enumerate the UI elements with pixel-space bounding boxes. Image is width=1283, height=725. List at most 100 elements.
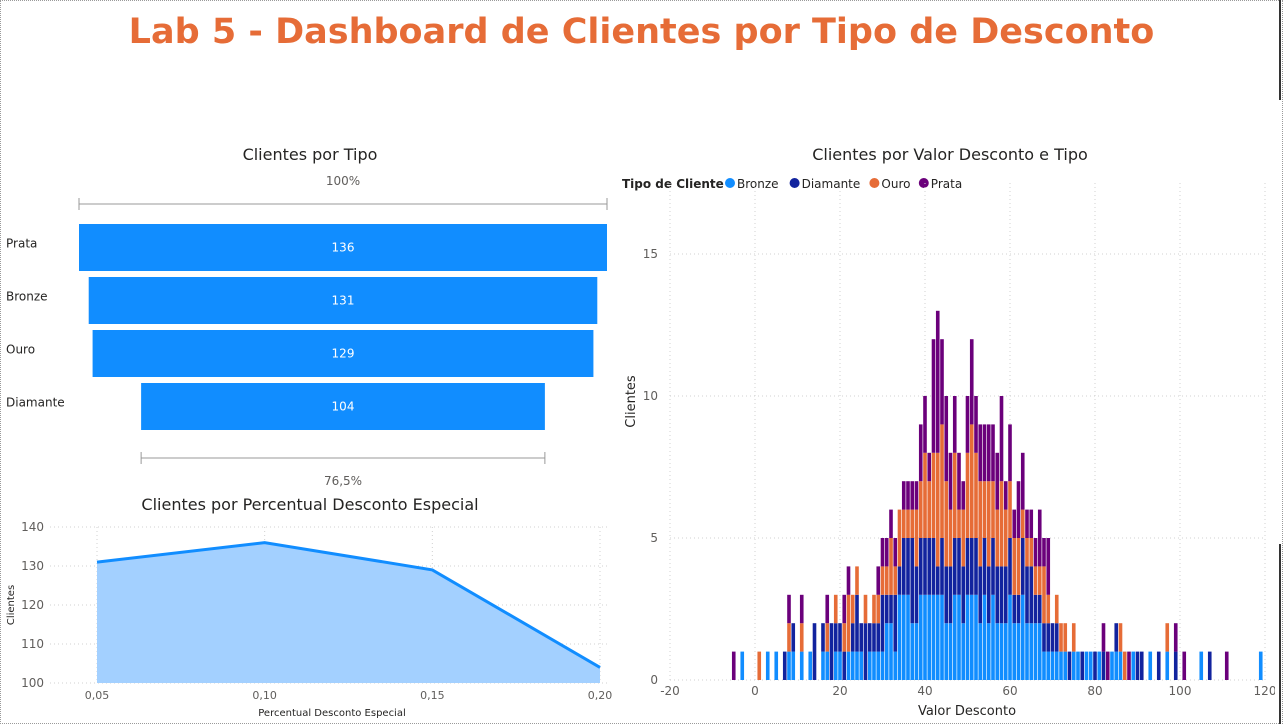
stack-bar-ouro — [1071, 623, 1076, 652]
stack-bar-ouro — [952, 452, 957, 538]
stack-bar-ouro — [846, 594, 851, 652]
stack-bar-ouro — [1122, 651, 1127, 680]
stack-x-tick-label: 60 — [1002, 684, 1017, 698]
stack-y-axis-title: Clientes — [624, 375, 639, 428]
stack-bar-diamante — [995, 566, 1000, 624]
stack-bar-diamante — [1173, 651, 1178, 680]
stack-bar-bronze — [1063, 651, 1068, 680]
stack-bar-ouro — [757, 651, 762, 680]
stack-bar-prata — [931, 339, 936, 453]
stack-bar-prata — [893, 538, 898, 567]
stack-bar-diamante — [918, 538, 923, 595]
stack-bar-prata — [978, 424, 983, 482]
area-x-tick-label: 0,15 — [420, 689, 445, 702]
stack-bar-bronze — [974, 594, 978, 680]
stack-bar-diamante — [923, 538, 927, 595]
stack-bar-bronze — [952, 594, 957, 680]
stack-bar-diamante — [1139, 651, 1144, 680]
stack-bar-diamante — [1042, 623, 1046, 652]
stack-bar-ouro — [1033, 566, 1038, 595]
stack-bar-prata — [1033, 538, 1038, 567]
stack-bar-diamante — [969, 538, 974, 595]
stack-bar-bronze — [940, 594, 944, 680]
stack-bar-diamante — [952, 538, 957, 595]
stack-bar-bronze — [821, 651, 825, 680]
stack-bar-diamante — [821, 623, 825, 652]
stack-bar-diamante — [982, 538, 987, 595]
stack-bar-bronze — [910, 623, 915, 680]
area-x-axis-title: Percentual Desconto Especial — [258, 708, 406, 719]
area-fill — [97, 542, 600, 683]
stack-bar-prata — [918, 424, 923, 482]
stack-bar-prata — [842, 594, 847, 624]
stack-bar-ouro — [978, 481, 983, 567]
area-chart[interactable]: 100 110 120 130 140 0,05 0,10 0,15 0,20 Percentua… — [0, 520, 620, 720]
stack-bar-bronze — [1084, 651, 1089, 680]
stack-bar-bronze — [935, 594, 940, 680]
legend-label-prata: Prata — [931, 177, 962, 191]
stack-bar-bronze — [982, 594, 987, 680]
stack-bar-ouro — [969, 424, 974, 538]
stack-bar-bronze — [969, 594, 974, 680]
stack-bar-diamante — [1016, 594, 1021, 624]
stack-bar-bronze — [918, 594, 923, 680]
funnel-bar-value-label: 104 — [332, 400, 355, 414]
stack-bar-prata — [910, 481, 915, 510]
stack-bar-bronze — [1003, 623, 1008, 680]
stack-bar-diamante — [833, 623, 838, 652]
legend-label-bronze: Bronze — [737, 177, 779, 191]
funnel-top-percent-label: 100% — [326, 174, 360, 188]
stack-bar-bronze — [923, 594, 927, 680]
legend-label-diamante: Diamante — [802, 177, 861, 191]
stack-bar-bronze — [961, 623, 966, 680]
stack-bar-diamante — [1025, 566, 1029, 624]
stack-bar-bronze — [978, 623, 983, 680]
stack-bar-diamante — [1037, 594, 1042, 624]
funnel-bottom-percent-label: 76,5% — [324, 474, 362, 488]
stack-x-tick-label: -20 — [660, 684, 680, 698]
stack-bar-prata — [1012, 509, 1017, 538]
stack-x-tick-label: 80 — [1087, 684, 1102, 698]
stack-bar-diamante — [931, 538, 936, 595]
stack-bar-bronze — [855, 651, 859, 680]
stack-bar-prata — [965, 396, 970, 453]
stack-bar-prata — [1127, 651, 1131, 680]
stack-bar-bronze — [880, 651, 885, 680]
stack-bar-bronze — [787, 651, 791, 680]
stack-bar-ouro — [1020, 509, 1025, 538]
stack-bar-diamante — [863, 623, 868, 680]
stack-bar-bronze — [740, 651, 745, 680]
stack-bar-bronze — [1016, 623, 1021, 680]
stack-bar-diamante — [910, 538, 915, 624]
stack-bar-diamante — [1156, 651, 1161, 680]
stack-bar-bronze — [1059, 651, 1063, 680]
stack-bar-diamante — [1101, 651, 1106, 680]
stack-bar-ouro — [1054, 594, 1059, 624]
stack-bar-diamante — [1008, 538, 1012, 595]
stack-bar-diamante — [880, 594, 885, 652]
stack-bar-diamante — [829, 623, 834, 680]
stack-bar-prata — [787, 594, 791, 624]
stack-bar-prata — [906, 481, 910, 510]
stack-bar-ouro — [1037, 566, 1042, 595]
stack-bar-bronze — [799, 651, 804, 680]
stack-bar-bronze — [1088, 651, 1093, 680]
stack-bar-diamante — [872, 623, 876, 652]
stack-bar-ouro — [884, 566, 889, 595]
stack-bar-bronze — [1054, 651, 1059, 680]
stack-bar-prata — [935, 310, 940, 453]
stack-bar-ouro — [1025, 538, 1029, 567]
stack-bar-ouro — [1016, 538, 1021, 595]
stack-bar-diamante — [1033, 594, 1038, 624]
stacked-bar-chart[interactable]: Tipo de Cliente Bronze Diamante Ouro Prata 0 5… — [615, 165, 1275, 725]
stack-bar-prata — [799, 594, 804, 624]
stack-bar-ouro — [1012, 538, 1017, 595]
stack-bar-prata — [1037, 509, 1042, 567]
funnel-chart[interactable]: 100% 136 Prata 131 Bronze 129 Ouro 104 Diamante 7… — [0, 170, 620, 490]
stack-bar-prata — [876, 566, 881, 595]
stack-bar-bronze — [1118, 651, 1123, 680]
stack-bar-ouro — [893, 566, 898, 595]
stack-bar-ouro — [880, 566, 885, 595]
stack-bar-diamante — [986, 566, 991, 624]
stack-bar-bronze — [1033, 623, 1038, 680]
